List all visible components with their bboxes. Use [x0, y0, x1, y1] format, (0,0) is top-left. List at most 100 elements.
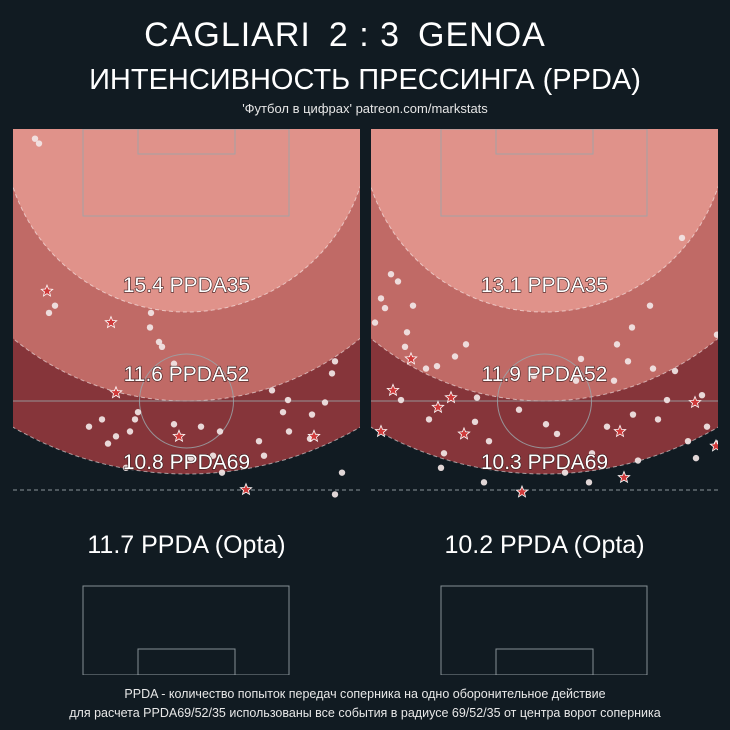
- event-star: [431, 400, 445, 414]
- event-dot: [663, 396, 671, 404]
- event-dot: [216, 428, 224, 435]
- event-dot: [671, 367, 679, 375]
- event-dot: [649, 365, 657, 372]
- event-dot: [397, 396, 405, 404]
- event-dot: [338, 469, 346, 476]
- event-dot: [572, 377, 580, 384]
- event-dot: [561, 469, 569, 476]
- event-dot: [613, 341, 621, 348]
- event-star: [457, 426, 471, 440]
- pitch-svg: 15.4 PPDA35 11.6 PPDA52 10.8 PPDA69 11.7 PP…: [13, 129, 360, 675]
- event-dot: [155, 338, 163, 346]
- event-dot: [433, 362, 441, 370]
- pitch-panel-home: 15.4 PPDA35 11.6 PPDA52 10.8 PPDA69 11.7 PP…: [13, 129, 360, 675]
- match-score: 2 : 3: [328, 16, 401, 54]
- event-dot: [209, 452, 217, 459]
- event-dot: [31, 135, 39, 142]
- goal-box-bottom: [495, 648, 594, 675]
- event-dot: [112, 433, 120, 440]
- ppda-opta-label: 11.7 PPDA (Opta): [87, 531, 285, 559]
- event-dot: [437, 464, 445, 471]
- event-star: [40, 283, 54, 297]
- event-dot: [187, 454, 195, 462]
- event-dot: [381, 304, 389, 312]
- event-dot: [422, 365, 430, 372]
- event-dot: [387, 271, 395, 278]
- event-star: [617, 470, 631, 484]
- event-star: [109, 385, 123, 399]
- footer-definition: PPDA - количество попыток передач соперн…: [124, 687, 606, 701]
- event-dot: [218, 469, 226, 476]
- event-star: [104, 315, 118, 329]
- event-dot: [678, 234, 686, 242]
- footer-method: для расчета PPDA69/52/35 использованы вс…: [69, 706, 661, 720]
- event-dot: [403, 329, 411, 336]
- event-dot: [98, 416, 106, 423]
- event-dot: [409, 302, 417, 309]
- pitch-svg: 13.1 PPDA35 11.9 PPDA52 10.3 PPDA69 10.2 PP…: [371, 129, 718, 675]
- event-star: [613, 424, 627, 438]
- event-dot: [146, 324, 154, 331]
- goal-box-bottom: [137, 648, 236, 675]
- home-team-name: CAGLIARI: [144, 16, 311, 54]
- ppda69-label: 10.8 PPDA69: [123, 451, 250, 474]
- penalty-box-bottom: [440, 585, 648, 675]
- ppda52-label: 11.9 PPDA52: [482, 363, 608, 386]
- event-dot: [692, 454, 700, 462]
- event-dot: [713, 331, 718, 338]
- event-dot: [542, 421, 550, 428]
- penalty-box-top: [82, 129, 290, 217]
- event-dot: [471, 418, 479, 426]
- event-dot: [440, 450, 448, 457]
- event-dot: [308, 411, 316, 418]
- chart-subtitle: ИНТЕНСИВНОСТЬ ПРЕССИНГА (PPDA): [89, 64, 641, 96]
- goal-box-top: [137, 129, 236, 155]
- event-dot: [553, 430, 561, 438]
- event-dot: [255, 437, 263, 445]
- event-dot: [425, 416, 433, 423]
- away-team-name: GENOA: [418, 16, 546, 54]
- event-dot: [45, 309, 53, 317]
- event-dot: [480, 479, 488, 486]
- event-dot: [328, 370, 336, 377]
- ppda69-label: 10.3 PPDA69: [481, 451, 608, 474]
- event-dot: [51, 302, 59, 309]
- event-dot: [377, 295, 385, 302]
- event-dot: [134, 408, 142, 416]
- event-dot: [331, 358, 339, 365]
- event-dot: [629, 411, 637, 418]
- event-dot: [285, 428, 293, 435]
- event-star: [404, 351, 418, 365]
- event-dot: [515, 406, 523, 413]
- event-dot: [170, 360, 178, 367]
- event-dot: [122, 464, 130, 471]
- event-dot: [530, 372, 538, 380]
- zone-35: [13, 129, 360, 313]
- ppda35-label: 13.1 PPDA35: [481, 274, 608, 297]
- event-dot: [485, 437, 493, 445]
- event-dot: [284, 396, 292, 404]
- event-dot: [610, 377, 618, 384]
- event-dot: [321, 399, 329, 406]
- event-dot: [577, 355, 585, 363]
- event-dot: [260, 452, 268, 459]
- event-dot: [401, 343, 409, 350]
- event-star: [688, 395, 702, 409]
- event-dot: [462, 341, 470, 348]
- event-dot: [158, 343, 166, 350]
- event-dot: [35, 140, 43, 147]
- event-dot: [371, 319, 379, 326]
- event-star: [515, 484, 529, 498]
- match-title: CAGLIARI 2 : 3 GENOA: [0, 16, 690, 55]
- event-dot: [104, 440, 112, 447]
- goal-box-top: [495, 129, 594, 155]
- event-dot: [170, 421, 178, 428]
- credit-line: 'Футбол в цифрах' patreon.com/markstats: [242, 101, 488, 116]
- event-dot: [279, 408, 287, 416]
- event-dot: [197, 423, 205, 430]
- event-dot: [331, 491, 339, 498]
- event-dot: [654, 416, 662, 423]
- event-dot: [585, 479, 593, 486]
- event-dot: [473, 394, 481, 401]
- event-star: [172, 429, 186, 443]
